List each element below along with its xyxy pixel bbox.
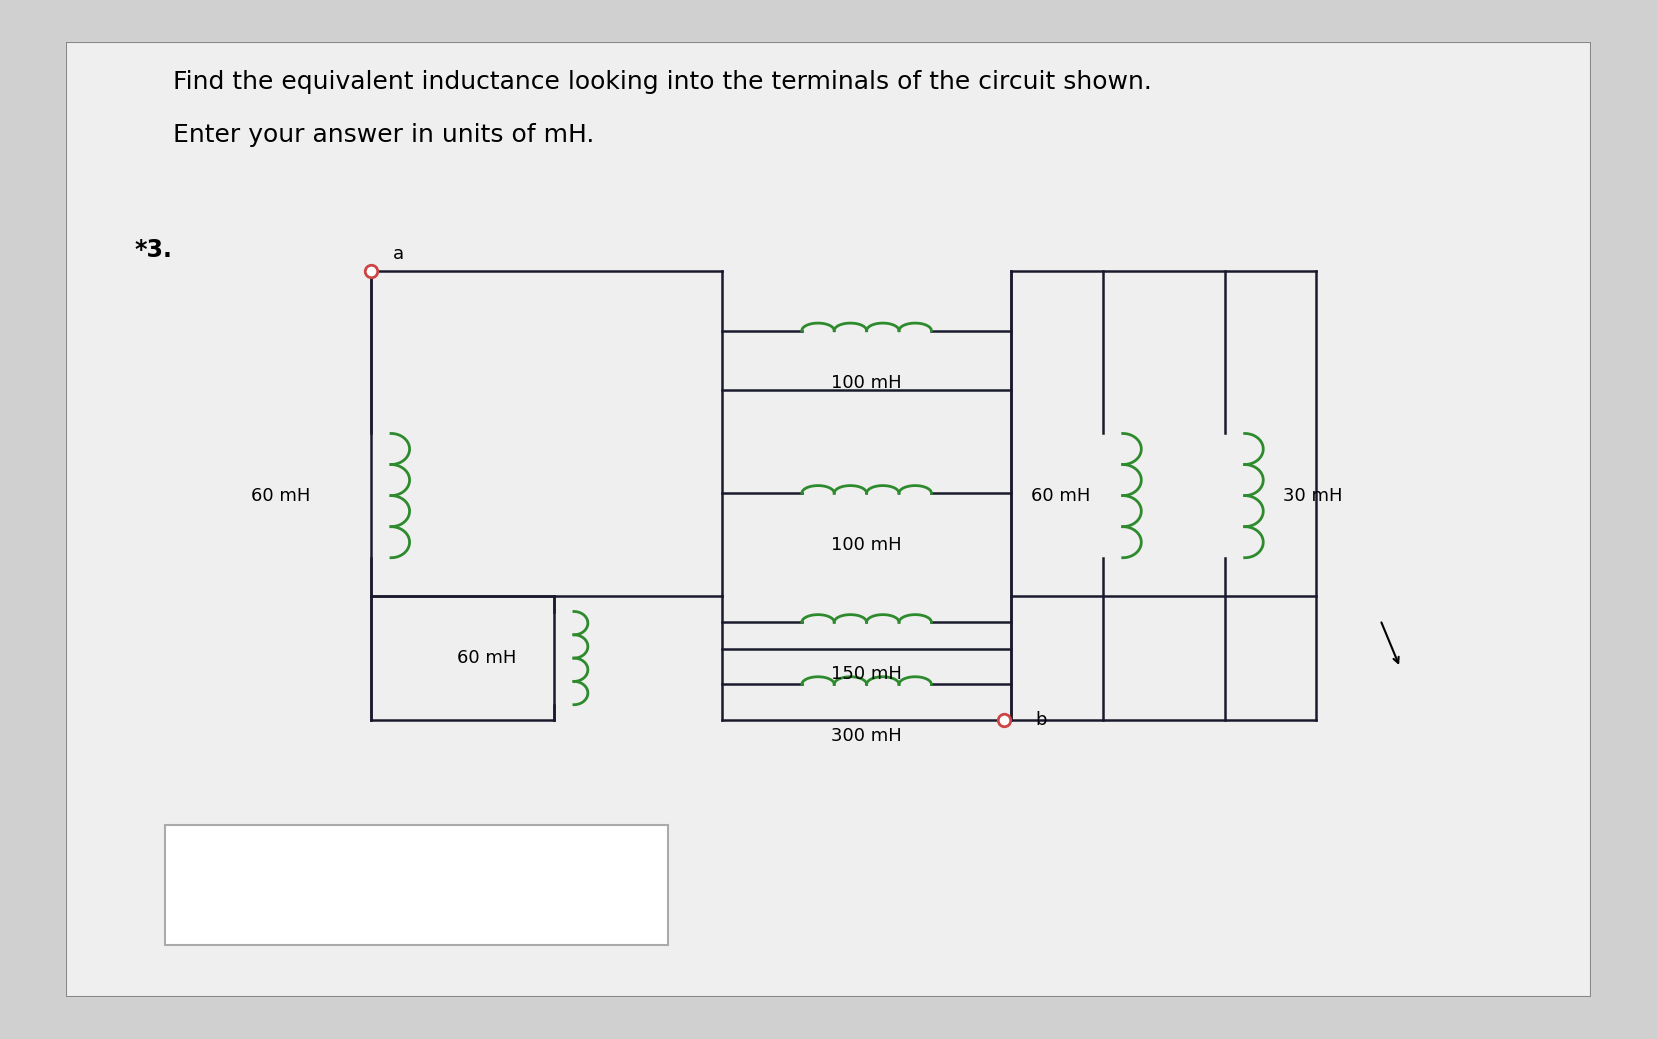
Text: b: b xyxy=(1036,712,1047,729)
FancyBboxPatch shape xyxy=(166,825,668,944)
Text: *3.: *3. xyxy=(134,238,172,262)
Text: 60 mH: 60 mH xyxy=(1031,486,1090,505)
Text: 100 mH: 100 mH xyxy=(832,374,901,392)
Text: 30 mH: 30 mH xyxy=(1283,486,1342,505)
FancyBboxPatch shape xyxy=(66,42,1591,997)
Text: 150 mH: 150 mH xyxy=(832,665,901,684)
Text: Find the equivalent inductance looking into the terminals of the circuit shown.: Find the equivalent inductance looking i… xyxy=(172,71,1152,95)
Text: a: a xyxy=(393,245,404,263)
Text: 300 mH: 300 mH xyxy=(832,727,901,745)
Text: 100 mH: 100 mH xyxy=(832,536,901,554)
Text: 60 mH: 60 mH xyxy=(250,486,310,505)
Text: 60 mH: 60 mH xyxy=(457,649,515,667)
Text: Enter your answer in units of mH.: Enter your answer in units of mH. xyxy=(172,123,595,146)
